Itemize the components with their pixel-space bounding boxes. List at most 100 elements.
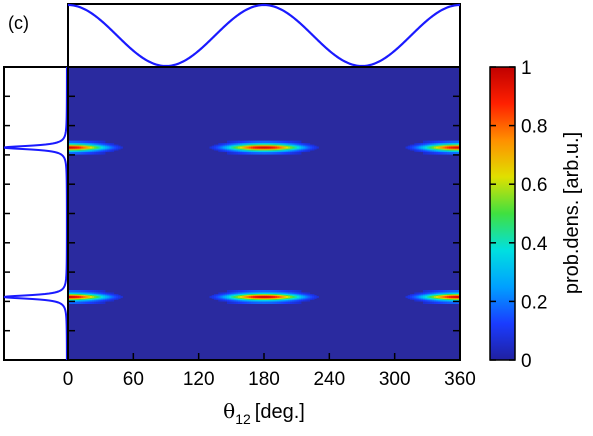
colorbar: 0 0.2 0.4 0.6 0.8 1 prob.dens. [arb.u.] <box>489 58 583 372</box>
heatmap-band-cell <box>264 295 267 299</box>
heatmap-band-cell <box>226 146 230 149</box>
heatmap-band-cell <box>283 146 287 149</box>
heatmap-band-cell <box>440 295 443 299</box>
heatmap-band-cell <box>453 295 457 299</box>
heatmap-band-cell <box>120 146 123 149</box>
heatmap-band-cell <box>237 295 241 299</box>
heatmap-band-cell <box>209 146 213 149</box>
heatmap-band-cell <box>446 146 450 149</box>
heatmap-band-cell <box>311 295 315 299</box>
heatmap-band-cell <box>444 295 448 299</box>
heatmap-band-cell <box>272 295 276 299</box>
heatmap-band-cell <box>429 146 433 149</box>
heatmap-band-cell <box>440 146 443 149</box>
heatmap-band-cell <box>298 295 302 299</box>
left-profile-curve <box>3 67 68 360</box>
heatmap-band-cell <box>111 295 115 299</box>
heatmap-band-cell <box>211 146 215 149</box>
heatmap-band-cell <box>233 146 237 149</box>
heatmap-band-cell <box>270 146 274 149</box>
heatmap-band-cell <box>285 295 289 299</box>
heatmap-band-cell <box>455 295 459 299</box>
heatmap-band-cell <box>70 295 73 299</box>
heatmap-band-cell <box>277 295 280 299</box>
heatmap-band-cell <box>91 295 95 299</box>
heatmap-band-cell <box>266 295 269 299</box>
heatmap-band-cell <box>449 295 452 299</box>
heatmap-band-cell <box>211 295 215 299</box>
heatmap-band-cell <box>453 146 457 149</box>
heatmap-band-cell <box>416 146 420 149</box>
heatmap-band-cell <box>451 295 454 299</box>
heatmap-band-cell <box>266 146 269 149</box>
heatmap-band-cell <box>264 146 267 149</box>
heatmap-band-cell <box>76 146 80 149</box>
colorbar-tick-label: 0.4 <box>521 234 548 255</box>
heatmap-band-cell <box>442 295 446 299</box>
heatmap-band-cell <box>68 146 71 149</box>
heatmap-band-cell <box>216 146 219 149</box>
heatmap-band-cell <box>248 295 252 299</box>
heatmap-band-cell <box>213 295 217 299</box>
heatmap-band-cell <box>316 146 319 149</box>
heatmap-plot <box>67 66 461 361</box>
heatmap-band-cell <box>309 146 313 149</box>
heatmap-band-cell <box>414 295 417 299</box>
heatmap-band-cell <box>259 295 263 299</box>
heatmap-band-cell <box>433 295 437 299</box>
heatmap-band-cell <box>72 295 75 299</box>
heatmap-band-cell <box>244 295 247 299</box>
x-axis-symbol: θ <box>223 399 235 423</box>
heatmap-band-cell <box>283 295 287 299</box>
heatmap-band-cell <box>209 295 213 299</box>
x-tick-label: 180 <box>248 369 280 390</box>
heatmap-band-cell <box>311 146 315 149</box>
heatmap-band-cell <box>301 146 304 149</box>
heatmap-band-cell <box>229 295 232 299</box>
heatmap-band-cell <box>305 295 308 299</box>
heatmap-bands <box>68 140 460 304</box>
heatmap-band-cell <box>268 146 271 149</box>
heatmap-band-cell <box>281 295 284 299</box>
x-axis-title: θ12 [deg.] <box>223 399 305 427</box>
heatmap-band-cell <box>272 146 276 149</box>
heatmap-band-cell <box>242 146 245 149</box>
heatmap-band-cell <box>244 146 247 149</box>
heatmap-band-cell <box>274 146 278 149</box>
heatmap-band-cell <box>89 295 93 299</box>
heatmap-band-cell <box>109 146 112 149</box>
x-axis-tick-labels: 0 60 120 180 240 300 360 <box>63 369 476 390</box>
heatmap-band-cell <box>290 295 293 299</box>
heatmap-band-cell <box>253 295 256 299</box>
heatmap-band-cell <box>314 295 317 299</box>
heatmap-band-cell <box>457 295 460 299</box>
heatmap-band-cell <box>115 295 119 299</box>
colorbar-gradient <box>489 66 516 361</box>
heatmap-band-cell <box>224 295 228 299</box>
heatmap-band-cell <box>274 295 278 299</box>
heatmap-band-cell <box>120 295 123 299</box>
heatmap-band-cell <box>412 295 415 299</box>
heatmap-band-cell <box>113 295 117 299</box>
heatmap-band-cell <box>425 295 428 299</box>
heatmap-band-cell <box>294 295 298 299</box>
heatmap-band-cell <box>240 295 243 299</box>
heatmap-band-cell <box>89 146 93 149</box>
heatmap-band-cell <box>436 295 439 299</box>
heatmap-band-cell <box>78 295 82 299</box>
heatmap-band-cell <box>433 146 437 149</box>
heatmap-band-cell <box>248 146 252 149</box>
top-profile-frame <box>67 3 461 68</box>
heatmap-band-cell <box>414 146 417 149</box>
heatmap-band-cell <box>314 146 317 149</box>
heatmap-band-cell <box>218 146 221 149</box>
heatmap-band-cell <box>74 146 78 149</box>
heatmap-band-cell <box>416 295 420 299</box>
heatmap-band-cell <box>405 146 409 149</box>
x-tick-label: 0 <box>63 369 74 390</box>
panel-label: (c) <box>8 13 29 33</box>
heatmap-band-cell <box>285 146 289 149</box>
heatmap-band-cell <box>438 295 441 299</box>
heatmap-band-cell <box>425 146 428 149</box>
heatmap-band-cell <box>407 295 411 299</box>
